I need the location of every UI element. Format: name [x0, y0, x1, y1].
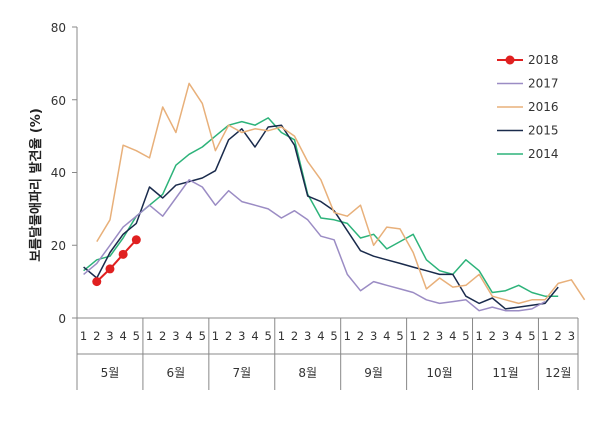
week-label: 4: [185, 329, 192, 343]
legend-label-2014: 2014: [528, 147, 559, 161]
week-label: 1: [278, 329, 285, 343]
week-label: 2: [225, 329, 232, 343]
week-label: 3: [106, 329, 113, 343]
week-label: 1: [344, 329, 351, 343]
week-label: 2: [357, 329, 364, 343]
series-layer: [83, 82, 586, 312]
series-line-2018: [96, 239, 138, 283]
y-axis-title: 보름달물애파리 발견율 (%): [28, 108, 44, 262]
legend-label-2017: 2017: [528, 77, 559, 91]
data-point-2018: [92, 277, 102, 287]
week-label: 5: [330, 329, 337, 343]
data-point-2018: [118, 249, 128, 259]
y-tick-label: 0: [58, 312, 66, 326]
week-label: 5: [396, 329, 403, 343]
legend-label-2016: 2016: [528, 100, 559, 114]
week-label: 3: [502, 329, 509, 343]
week-label: 1: [475, 329, 482, 343]
week-label: 3: [370, 329, 377, 343]
data-point-2018: [105, 264, 115, 274]
week-label: 4: [515, 329, 522, 343]
week-label: 2: [93, 329, 100, 343]
week-label: 4: [119, 329, 126, 343]
week-label: 3: [568, 329, 575, 343]
week-label: 2: [489, 329, 496, 343]
y-tick-label: 80: [51, 21, 66, 35]
series-line-2017: [83, 179, 546, 312]
month-label: 11월: [492, 366, 518, 380]
axes: [72, 26, 578, 319]
y-tick-label: 40: [51, 166, 66, 180]
week-label: 5: [199, 329, 206, 343]
week-label: 5: [528, 329, 535, 343]
week-label: 4: [251, 329, 258, 343]
month-label: 12월: [545, 366, 571, 380]
month-label: 5월: [101, 366, 120, 380]
week-label: 1: [146, 329, 153, 343]
week-label: 3: [304, 329, 311, 343]
month-label: 10월: [426, 366, 452, 380]
week-label: 4: [449, 329, 456, 343]
week-label: 1: [541, 329, 548, 343]
month-label: 7월: [232, 366, 251, 380]
week-label: 5: [462, 329, 469, 343]
series-line-2016: [96, 82, 586, 305]
week-label: 2: [555, 329, 562, 343]
week-label: 1: [212, 329, 219, 343]
month-label: 9월: [364, 366, 383, 380]
week-label: 3: [172, 329, 179, 343]
legend-marker-2018: [505, 55, 515, 65]
legend-label-2018: 2018: [528, 53, 559, 67]
week-label: 3: [436, 329, 443, 343]
week-label: 5: [265, 329, 272, 343]
week-label: 2: [159, 329, 166, 343]
week-label: 4: [383, 329, 390, 343]
y-tick-label: 20: [51, 239, 66, 253]
data-point-2018: [131, 235, 141, 245]
x-axis: 1 2 3 4 5 1 2 3 4 5 1 2 3 4 5 1 2 3 4 5 1 2 3 4 5 1 2 3 4 5 1 2 3 4 5 1 2 35월…: [76, 318, 579, 390]
y-tick-label: 60: [51, 94, 66, 108]
series-line-2015: [83, 124, 559, 310]
week-label: 2: [291, 329, 298, 343]
month-label: 8월: [298, 366, 317, 380]
week-label: 2: [423, 329, 430, 343]
week-label: 4: [317, 329, 324, 343]
month-label: 6월: [167, 366, 186, 380]
week-label: 5: [133, 329, 140, 343]
legend: 2018 2017 2016 2015 2014: [497, 53, 559, 161]
series-line-2014: [83, 117, 559, 297]
legend-label-2015: 2015: [528, 124, 559, 138]
week-label: 1: [80, 329, 87, 343]
week-label: 3: [238, 329, 245, 343]
week-label: 1: [410, 329, 417, 343]
